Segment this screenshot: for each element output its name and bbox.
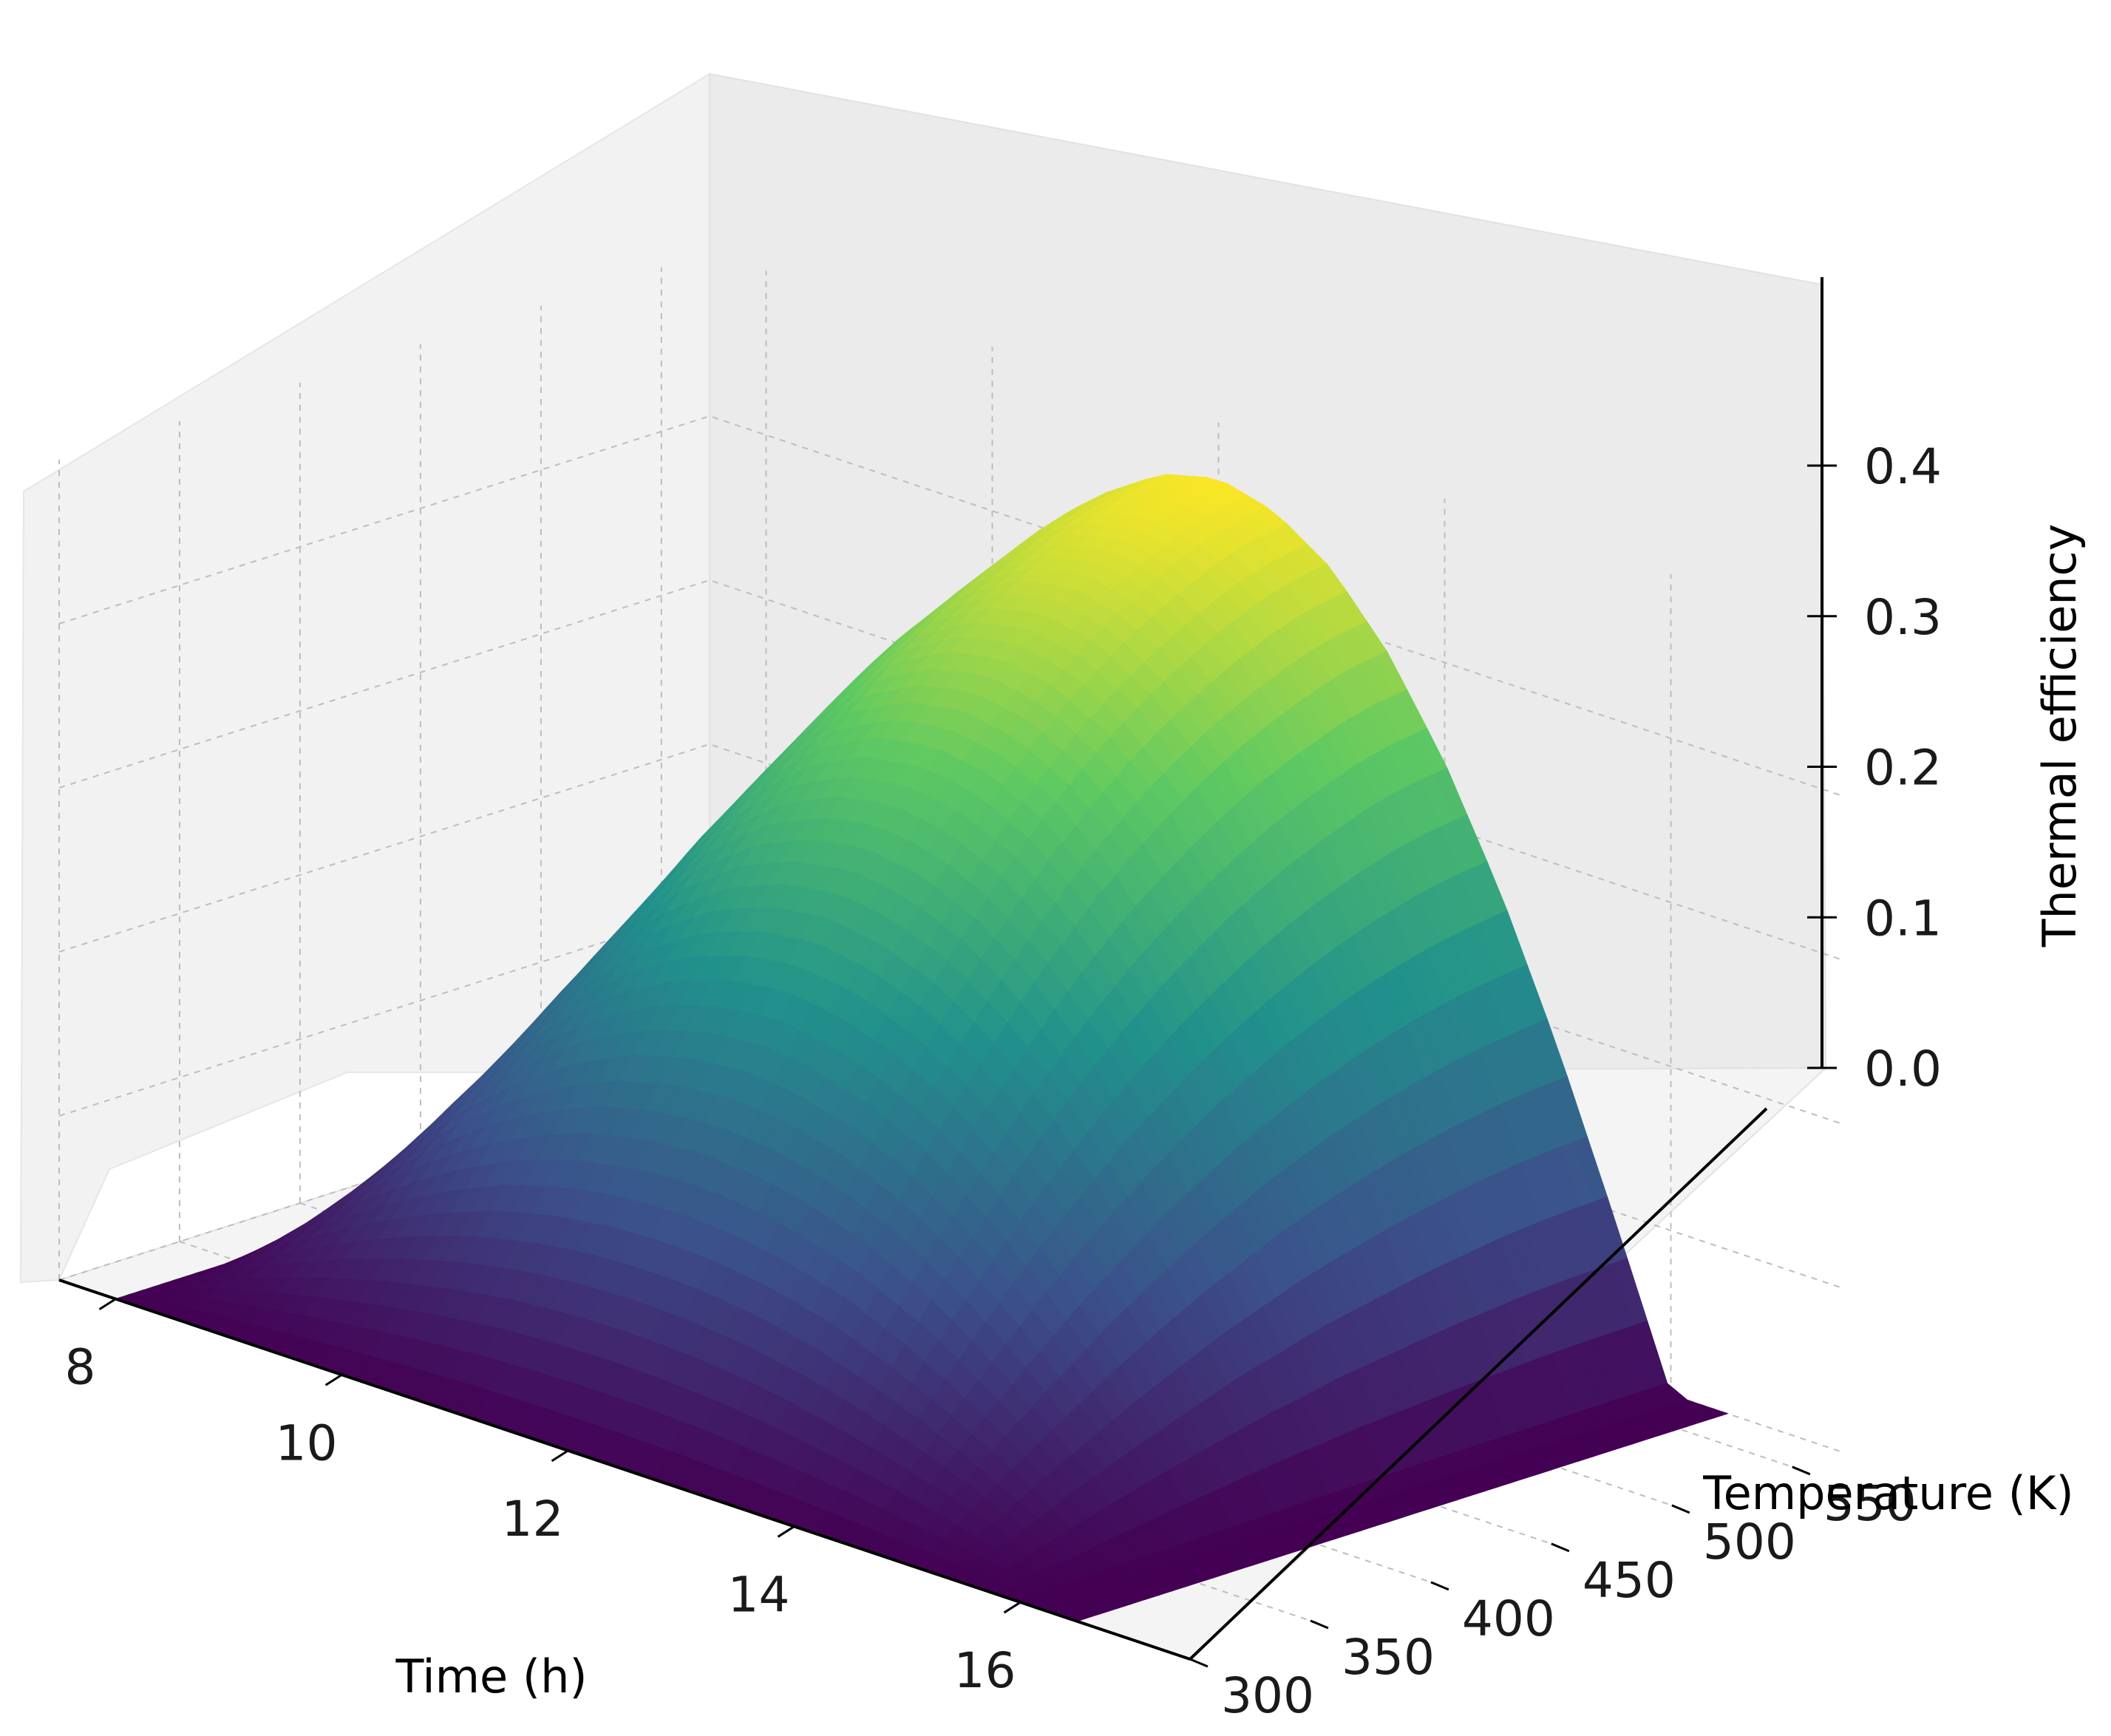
- z-axis-title: Thermal efficiency: [2033, 524, 2087, 948]
- axes: [58, 277, 1823, 1661]
- wall-grid-z: [58, 743, 1841, 1124]
- y-tick-mark: [1551, 1542, 1570, 1553]
- z-tick-label: 0.3: [1864, 589, 1942, 646]
- x-tick-label: 16: [954, 1642, 1016, 1699]
- y-axis-title: Temperature (K): [1702, 1466, 2073, 1520]
- z-tick-label: 0.4: [1864, 438, 1942, 495]
- x-tick-label: 8: [65, 1339, 96, 1396]
- y-tick-label: 450: [1583, 1552, 1676, 1609]
- y-ticks: 300 350 400 450 500 550: [1189, 1466, 1917, 1724]
- y-axis-line: [1189, 1107, 1768, 1661]
- y-tick-mark: [1792, 1466, 1811, 1476]
- z-tick-label: 0.0: [1864, 1041, 1942, 1097]
- x-ticks: 8 10 12 14 16: [65, 1298, 1021, 1699]
- wall-grid-z: [58, 415, 1841, 796]
- x-tick-mark: [777, 1525, 795, 1538]
- x-axis-title: Time (h): [395, 1650, 587, 1703]
- z-ticks: 0.0 0.1 0.2 0.3 0.4: [1807, 438, 1942, 1097]
- x-tick-label: 14: [728, 1566, 790, 1623]
- x-tick-label: 12: [502, 1491, 564, 1548]
- x-tick-mark: [324, 1373, 343, 1386]
- x-tick-mark: [98, 1298, 117, 1310]
- y-tick-mark: [1310, 1619, 1329, 1630]
- y-tick-label: 350: [1342, 1629, 1435, 1686]
- wall-grid-z: [58, 579, 1841, 960]
- wall-grid-z: [58, 907, 1841, 1288]
- y-tick-label: 500: [1703, 1514, 1796, 1570]
- x-tick-mark: [551, 1449, 569, 1463]
- wall-grid-z: [58, 1071, 1841, 1452]
- y-tick-label: 300: [1221, 1667, 1314, 1724]
- surface-mesh: [114, 474, 1729, 1622]
- y-tick-mark: [1430, 1581, 1449, 1591]
- y-tick-mark: [1671, 1504, 1690, 1514]
- z-tick-label: 0.2: [1864, 740, 1942, 797]
- x-tick-label: 10: [276, 1415, 338, 1471]
- y-tick-label: 400: [1462, 1590, 1555, 1647]
- x-tick-mark: [1003, 1601, 1021, 1614]
- x-axis-line: [58, 1279, 1191, 1661]
- z-tick-label: 0.1: [1864, 890, 1942, 947]
- y-tick-mark: [1189, 1658, 1209, 1668]
- y-tick-label: 550: [1823, 1475, 1917, 1532]
